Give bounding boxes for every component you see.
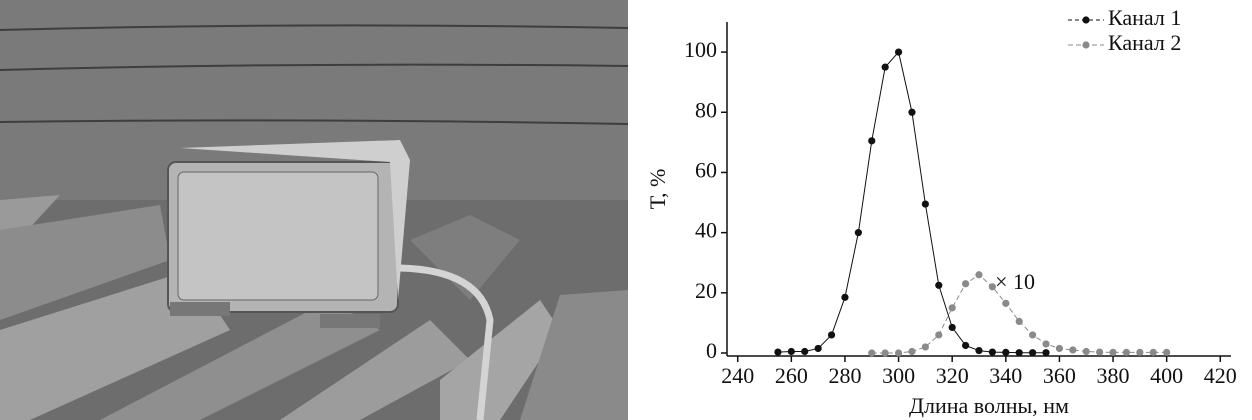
data-point — [988, 348, 997, 356]
data-point — [988, 283, 997, 291]
y-tick-label: 0 — [706, 338, 717, 363]
x-tick-label: 400 — [1150, 363, 1183, 388]
data-point — [1136, 348, 1144, 356]
data-point — [948, 304, 956, 312]
data-point — [1069, 346, 1077, 354]
data-point — [894, 48, 903, 56]
y-axis-label: Т, % — [645, 169, 670, 210]
data-point — [854, 229, 862, 237]
y-tick-label: 100 — [684, 37, 717, 62]
data-point — [814, 344, 822, 353]
data-point — [1015, 317, 1023, 325]
data-point — [827, 331, 836, 339]
data-point — [975, 271, 983, 279]
y-tick-label: 20 — [695, 278, 717, 303]
x-tick-label: 300 — [882, 363, 915, 388]
x-tick-label: 320 — [936, 363, 969, 388]
x-tick-label: 240 — [721, 363, 754, 388]
data-point — [975, 346, 983, 355]
x-tick-label: 340 — [989, 363, 1022, 388]
data-point — [948, 323, 956, 332]
x-tick-label: 360 — [1043, 363, 1076, 388]
data-point — [868, 349, 876, 357]
series-line — [777, 51, 1047, 354]
data-point — [894, 349, 903, 357]
data-point — [1109, 348, 1117, 356]
data-point — [961, 341, 970, 350]
photo — [0, 0, 629, 420]
data-point — [841, 293, 849, 301]
data-point — [1042, 340, 1050, 348]
data-point — [1015, 349, 1023, 357]
data-point — [1096, 348, 1104, 356]
data-point — [1055, 344, 1064, 353]
x-tick-label: 380 — [1097, 363, 1130, 388]
data-point — [921, 343, 929, 351]
data-point — [1029, 349, 1037, 357]
data-point — [868, 137, 876, 145]
data-point — [1002, 348, 1010, 356]
x-tick-label: 280 — [828, 363, 861, 388]
x-tick-label: 420 — [1204, 363, 1237, 388]
data-point — [1002, 299, 1010, 307]
data-point — [908, 347, 916, 356]
y-tick-label: 60 — [695, 157, 717, 182]
legend-marker — [1082, 41, 1090, 49]
data-point — [935, 331, 943, 339]
x-axis-label: Длина волны, нм — [909, 393, 1069, 418]
data-point — [921, 200, 929, 208]
y-tick-label: 80 — [695, 97, 717, 122]
data-point — [881, 63, 889, 71]
data-point — [908, 108, 916, 116]
data-point — [935, 281, 943, 289]
data-point — [1149, 348, 1157, 356]
data-point — [801, 347, 809, 356]
data-point — [1163, 348, 1171, 356]
data-point — [787, 347, 795, 356]
annotation: × 10 — [995, 269, 1035, 294]
data-point — [1122, 348, 1131, 356]
data-point — [961, 280, 970, 288]
legend-marker — [1082, 16, 1090, 24]
data-point — [881, 349, 889, 357]
legend-label: Канал 1 — [1108, 5, 1181, 30]
x-tick-label: 260 — [775, 363, 808, 388]
data-point — [1042, 349, 1050, 357]
data-point — [1029, 331, 1037, 339]
data-point — [774, 348, 782, 356]
y-tick-label: 40 — [695, 218, 717, 243]
legend-label: Канал 2 — [1108, 30, 1181, 55]
data-point — [1082, 347, 1090, 356]
